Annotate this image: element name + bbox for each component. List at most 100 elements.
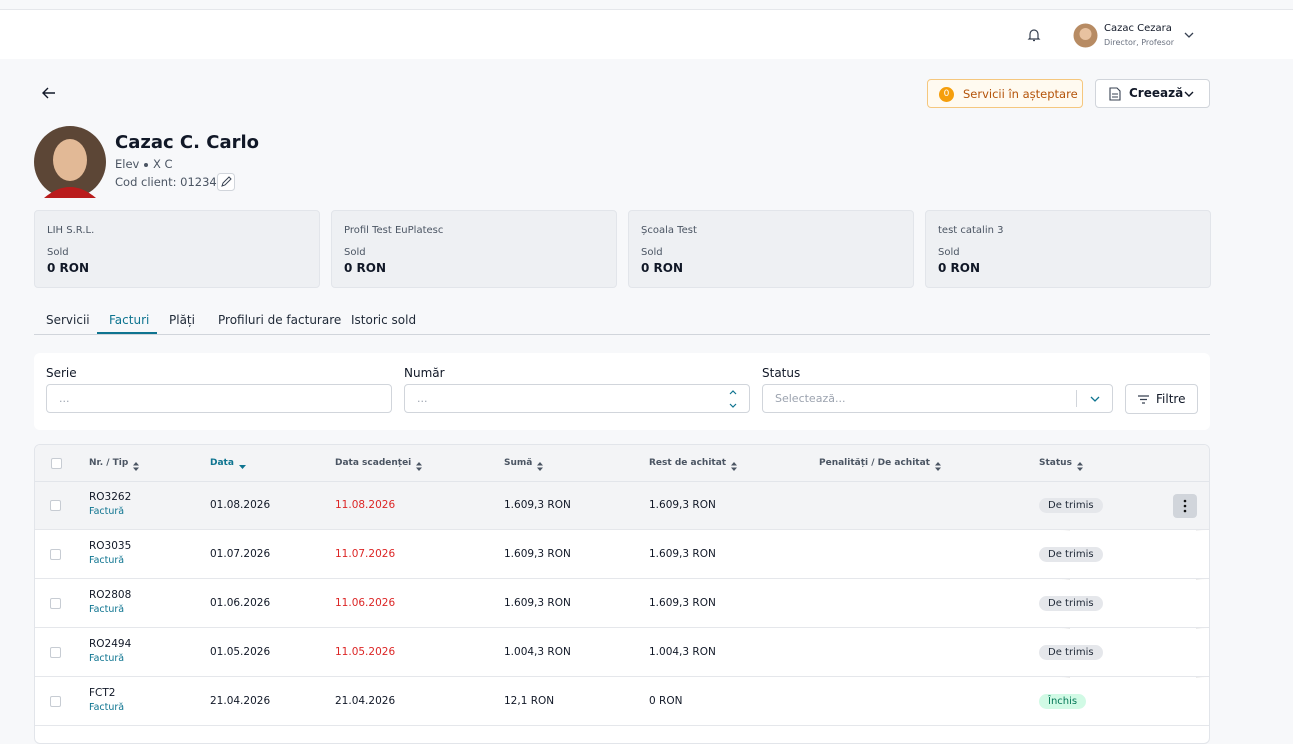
balance-label: Sold (344, 247, 366, 258)
balance-card: test catalin 3 Sold 0 RON (925, 210, 1211, 288)
company-name: LIH S.R.L. (47, 225, 95, 236)
due-date: 11.05.2026 (335, 646, 396, 658)
column-header[interactable]: Rest de achitat (649, 458, 727, 468)
status-pill: De trimis (1039, 645, 1103, 660)
user-name: Cazac Cezara (1104, 23, 1172, 34)
table-row (35, 629, 1209, 677)
column-header[interactable]: Data scadenței (335, 458, 412, 468)
table-row (35, 580, 1209, 628)
pending-label: Servicii în așteptare (963, 87, 1078, 101)
column-header[interactable]: Penalități / De achitat (819, 458, 930, 468)
tab[interactable]: Facturi (109, 313, 150, 327)
row-checkbox[interactable] (50, 647, 61, 658)
invoice-type: Factură (89, 653, 125, 664)
tab[interactable]: Servicii (46, 313, 90, 327)
tab[interactable]: Profiluri de facturare (218, 313, 342, 327)
numar-placeholder: ... (417, 392, 428, 405)
user-avatar[interactable] (1073, 23, 1098, 48)
student-class: X C (153, 157, 173, 171)
table-row (35, 482, 1209, 530)
student-avatar (34, 126, 106, 198)
invoice-date: 01.07.2026 (210, 548, 271, 560)
balance-amount: 0 RON (938, 261, 981, 275)
column-header[interactable]: Sumă (504, 458, 533, 468)
invoice-type: Factură (89, 506, 125, 517)
row-checkbox[interactable] (50, 500, 61, 511)
invoice-number[interactable]: RO2808 (89, 589, 132, 601)
sort-icon (238, 457, 247, 476)
company-name: test catalin 3 (938, 225, 1004, 236)
tab[interactable]: Plăți (169, 313, 195, 327)
filters-label: Filtre (1156, 392, 1186, 406)
sort-icon (536, 457, 545, 476)
active-tab-underline (97, 332, 157, 334)
row-checkbox[interactable] (50, 696, 61, 707)
sort-icon (132, 457, 141, 476)
invoice-number[interactable]: RO3035 (89, 540, 132, 552)
column-header[interactable]: Nr. / Tip (89, 458, 129, 468)
amount: 12,1 RON (504, 695, 555, 707)
invoice-date: 01.08.2026 (210, 499, 271, 511)
edit-code-button[interactable] (217, 173, 235, 191)
status-pill: De trimis (1039, 596, 1103, 611)
tab[interactable]: Istoric sold (351, 313, 417, 327)
numar-input[interactable]: ... (404, 384, 750, 413)
status-select[interactable]: Selectează... (762, 384, 1113, 413)
table-row (35, 531, 1209, 579)
sort-icon (415, 457, 424, 476)
balance-label: Sold (47, 247, 69, 258)
pending-services-button[interactable]: 0 Servicii în așteptare (927, 79, 1083, 108)
table-header (35, 445, 1209, 482)
balance-card: LIH S.R.L. Sold 0 RON (34, 210, 320, 288)
remaining: 1.609,3 RON (649, 548, 716, 560)
invoice-number[interactable]: RO2494 (89, 638, 132, 650)
back-button[interactable] (41, 86, 57, 100)
status-placeholder: Selectează... (775, 392, 846, 405)
spinner[interactable] (727, 388, 739, 410)
due-date: 11.06.2026 (335, 597, 396, 609)
numar-label: Număr (404, 366, 445, 380)
serie-placeholder: ... (59, 392, 70, 405)
balance-amount: 0 RON (641, 261, 684, 275)
invoice-number[interactable]: RO3262 (89, 491, 132, 503)
create-button[interactable]: Creează (1095, 79, 1210, 108)
company-name: Școala Test (641, 225, 697, 236)
remaining: 1.609,3 RON (649, 597, 716, 609)
invoice-type: Factură (89, 604, 125, 615)
due-date: 11.08.2026 (335, 499, 396, 511)
sort-icon (934, 457, 943, 476)
user-menu-chevron[interactable] (1183, 30, 1195, 40)
create-label: Creează (1129, 86, 1184, 100)
due-date: 21.04.2026 (335, 695, 396, 707)
status-pill: De trimis (1039, 498, 1103, 513)
row-checkbox[interactable] (50, 549, 61, 560)
status-pill: De trimis (1039, 547, 1103, 562)
column-header[interactable]: Data (210, 458, 234, 468)
table-row (35, 678, 1209, 726)
remaining: 1.609,3 RON (649, 499, 716, 511)
column-header[interactable]: Status (1039, 458, 1072, 468)
row-actions-button (1173, 494, 1197, 518)
remaining: 0 RON (649, 695, 683, 707)
select-divider (1076, 390, 1077, 407)
tabs-divider (34, 334, 1210, 335)
sort-icon (730, 457, 739, 476)
balance-amount: 0 RON (344, 261, 387, 275)
bell-icon[interactable] (1026, 27, 1042, 43)
top-bar: Cazac Cezara Director, Profesor (0, 9, 1293, 59)
filters-button[interactable]: Filtre (1125, 384, 1198, 414)
chevron (1090, 396, 1100, 402)
invoice-number[interactable]: FCT2 (89, 687, 116, 699)
serie-input[interactable]: ... (46, 384, 392, 413)
company-name: Profil Test EuPlatesc (344, 225, 444, 236)
invoice-type: Factură (89, 555, 125, 566)
client-code: Cod client: 01234 (115, 175, 217, 189)
status-pill: Închis (1039, 694, 1087, 709)
row-checkbox[interactable] (50, 598, 61, 609)
student-role: Elev (115, 157, 140, 171)
remaining: 1.004,3 RON (649, 646, 716, 658)
balance-label: Sold (641, 247, 663, 258)
invoice-date: 01.05.2026 (210, 646, 271, 658)
select-all-checkbox[interactable] (51, 458, 62, 469)
balance-amount: 0 RON (47, 261, 90, 275)
